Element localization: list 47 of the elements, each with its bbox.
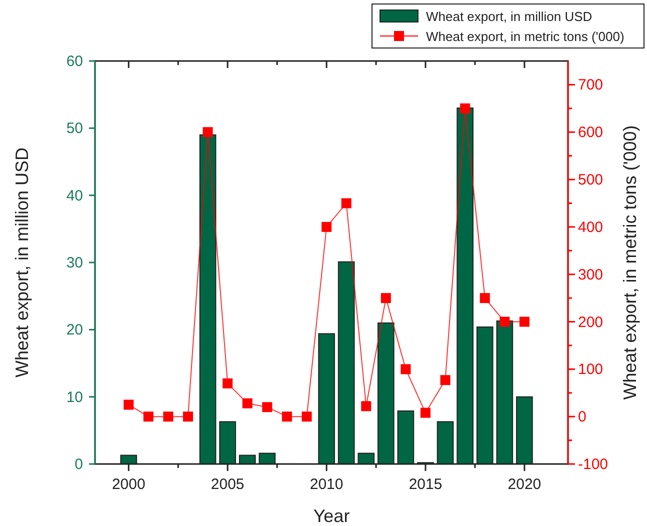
x-tick-label: 2020 <box>508 476 542 493</box>
x-tick-label: 2000 <box>112 476 146 493</box>
point <box>262 402 272 412</box>
y2-tick-label: -100 <box>578 456 608 473</box>
y2-tick-label: 300 <box>578 266 604 284</box>
point <box>460 103 470 114</box>
y2-tick-label: 500 <box>578 172 604 189</box>
point <box>124 400 134 410</box>
point <box>322 222 332 232</box>
y2-tick-label: 700 <box>578 76 604 94</box>
y-tick-label: 10 <box>66 388 83 406</box>
x-tick-label: 2015 <box>408 476 442 493</box>
point <box>222 378 233 388</box>
point <box>183 412 194 422</box>
point <box>143 412 154 422</box>
point <box>341 198 352 208</box>
point <box>202 127 213 138</box>
point <box>302 412 312 422</box>
y2-axis-title: Wheat export, in metric tons ('000) <box>620 125 640 400</box>
point <box>242 398 252 408</box>
x-tick-label: 2010 <box>310 476 344 493</box>
legend-label: Wheat export, in million USD <box>426 9 592 24</box>
y-tick-label: 40 <box>66 187 83 204</box>
point <box>282 412 292 422</box>
point <box>500 316 510 327</box>
y-tick-label: 30 <box>66 254 83 272</box>
y-axis-title: Wheat export, in million USD <box>12 147 32 378</box>
y2-tick-label: 400 <box>578 218 604 236</box>
x-tick-label: 2005 <box>210 476 244 493</box>
y2-tick-label: 0 <box>578 408 586 426</box>
x-axis-title: Year <box>313 506 350 526</box>
y-tick-label: 0 <box>74 456 83 473</box>
y-tick-label: 60 <box>66 53 83 70</box>
point <box>361 401 372 412</box>
point <box>380 293 391 304</box>
point <box>440 375 450 386</box>
y2-tick-label: 600 <box>578 124 604 142</box>
y2-tick-label: 200 <box>578 314 604 331</box>
point <box>420 408 431 418</box>
point <box>480 293 490 304</box>
y-tick-label: 50 <box>66 120 83 138</box>
point <box>163 412 174 422</box>
legend-label: Wheat export, in metric tons ('000) <box>426 29 624 44</box>
y2-tick-label: 100 <box>578 361 604 378</box>
point <box>519 316 530 327</box>
point <box>400 364 411 374</box>
y-tick-label: 20 <box>66 322 83 339</box>
